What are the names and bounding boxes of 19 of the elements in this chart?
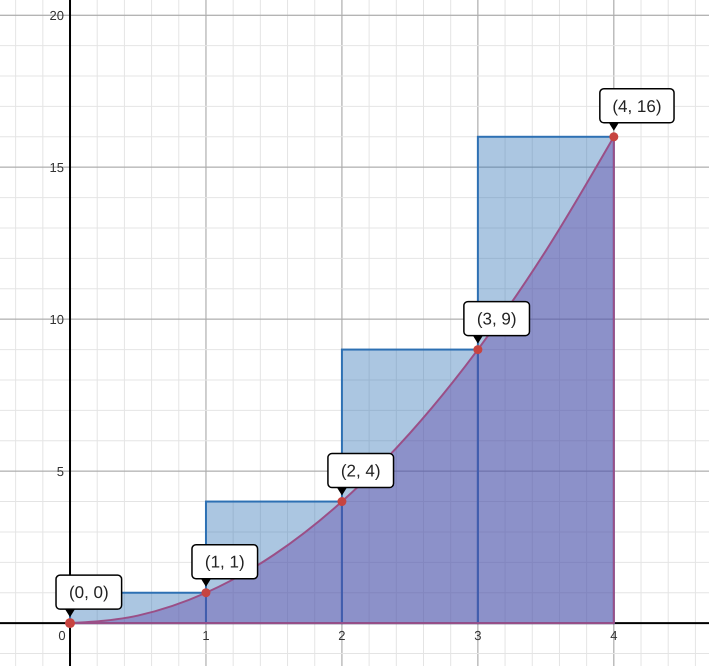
x-tick-label: 2	[338, 628, 346, 644]
point	[201, 588, 210, 598]
point	[65, 618, 76, 628]
point	[609, 132, 618, 142]
x-tick-label: 4	[610, 628, 618, 644]
x-tick-label: 0	[58, 628, 66, 644]
x-tick-label: 1	[202, 628, 210, 644]
point	[337, 497, 346, 506]
data-label: (1, 1)	[204, 552, 245, 572]
y-tick-label: 5	[56, 464, 64, 480]
y-tick-label: 15	[50, 160, 64, 176]
y-tick-label: 10	[50, 312, 64, 328]
data-label: (2, 4)	[340, 462, 381, 481]
data-label: (0, 0)	[68, 583, 109, 602]
point	[473, 345, 482, 354]
data-label: (4, 16)	[612, 96, 662, 116]
x-tick-label: 3	[474, 628, 482, 644]
y-tick-label: 20	[50, 8, 64, 24]
data-label: (3, 9)	[476, 310, 517, 329]
